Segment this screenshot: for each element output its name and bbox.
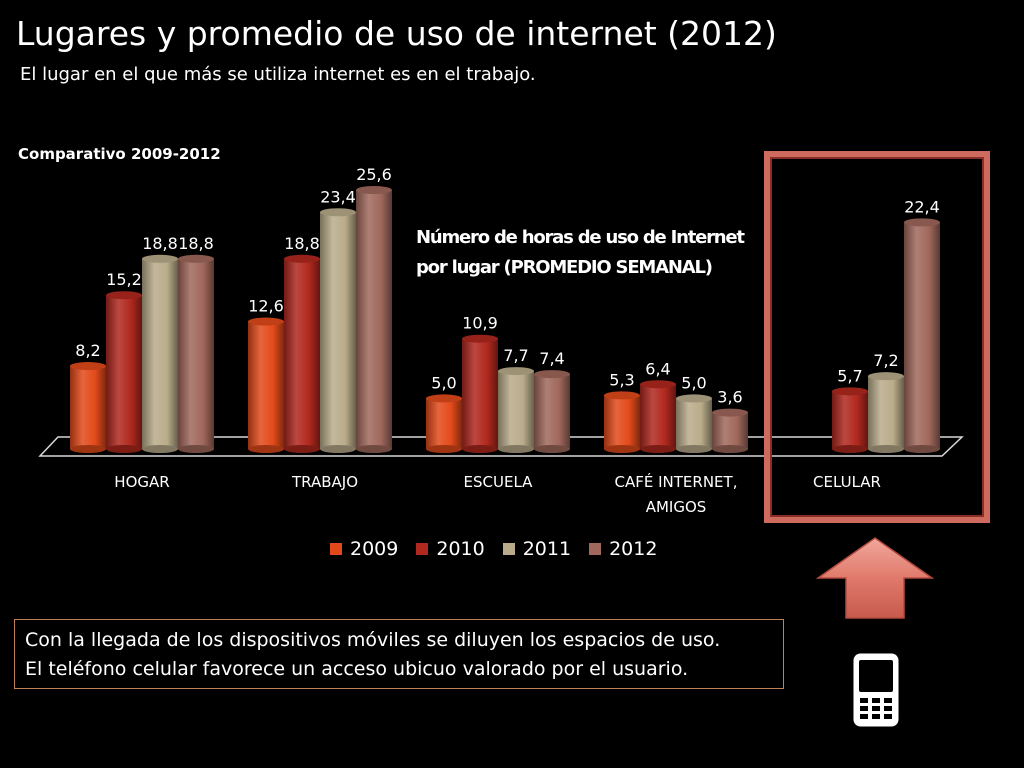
note-line-1: Con la llegada de los dispositivos móvil… (25, 629, 721, 651)
legend-item-2011: 2011 (502, 538, 572, 560)
legend-label-2009: 2009 (350, 538, 399, 560)
category-label-3-0: CAFÉ INTERNET, (615, 472, 738, 491)
legend-swatch-2009 (330, 543, 342, 555)
comparison-label: Comparativo 2009-2012 (18, 145, 221, 163)
bar-2010-hogar (106, 291, 142, 453)
chart-inner-title-line1: Número de horas de uso de Internet (416, 227, 745, 248)
legend-label-2011: 2011 (522, 538, 572, 560)
chart-inner-title-line2: por lugar (PROMEDIO SEMANAL) (416, 257, 713, 278)
data-label-2010-4: 5,7 (837, 366, 862, 385)
legend-swatch-2010 (416, 543, 429, 555)
data-label-2009-1: 12,6 (248, 297, 284, 316)
legend-swatch-2012 (589, 543, 602, 555)
note-box: Con la llegada de los dispositivos móvil… (14, 619, 784, 689)
data-label-2011-4: 7,2 (873, 351, 898, 370)
bar-2011-caf-internet-amigos (676, 394, 712, 453)
bar-2009-caf-internet-amigos (604, 391, 640, 453)
bar-2011-hogar (142, 254, 178, 453)
legend-label-2012: 2012 (609, 538, 658, 560)
mobile-phone-icon (853, 653, 899, 727)
data-label-2009-3: 5,3 (609, 370, 634, 389)
note-line-2: El teléfono celular favorece un acceso u… (25, 658, 689, 680)
data-label-2010-3: 6,4 (645, 359, 670, 378)
up-arrow-icon (816, 537, 934, 619)
data-label-2011-3: 5,0 (681, 373, 706, 392)
legend-item-2010: 2010 (416, 538, 485, 560)
data-label-2010-0: 15,2 (106, 270, 142, 289)
bar-2012-hogar (178, 254, 214, 453)
bar-2012-celular (904, 218, 940, 453)
bar-2009-hogar (70, 362, 106, 453)
bar-2010-escuela (462, 334, 498, 453)
bar-2012-trabajo (356, 186, 392, 453)
bar-2011-escuela (498, 367, 534, 453)
bar-2012-escuela (534, 370, 570, 453)
slide-title: Lugares y promedio de uso de internet (2… (16, 14, 777, 53)
legend-swatch-2011 (502, 543, 515, 555)
bar-2011-celular (868, 372, 904, 453)
data-label-2011-2: 7,7 (503, 346, 528, 365)
chart-inner-title: Número de horas de uso de Internet por l… (416, 223, 745, 283)
category-label-3-1: AMIGOS (646, 498, 707, 516)
data-label-2011-1: 23,4 (320, 187, 356, 206)
legend-item-2009: 2009 (330, 538, 398, 560)
category-label-0-0: HOGAR (114, 473, 169, 491)
data-label-2012-0: 18,8 (178, 234, 214, 253)
category-label-2-0: ESCUELA (464, 473, 534, 491)
data-label-2009-2: 5,0 (431, 373, 456, 392)
data-label-2009-0: 8,2 (75, 341, 100, 360)
legend-item-2012: 2012 (589, 538, 657, 560)
celular-highlight-frame (764, 151, 990, 523)
slide-subtitle: El lugar en el que más se utiliza intern… (20, 64, 536, 85)
bar-2011-trabajo (320, 208, 356, 453)
bar-2010-trabajo (284, 254, 320, 453)
category-label-4-0: CELULAR (813, 473, 881, 491)
data-label-2010-1: 18,8 (284, 234, 320, 253)
data-label-2012-3: 3,6 (717, 388, 742, 407)
bar-2010-celular (832, 387, 868, 453)
bar-2009-trabajo (248, 317, 284, 453)
chart-legend: 2009 2010 2011 2012 (330, 538, 657, 560)
data-label-2010-2: 10,9 (462, 314, 498, 333)
bar-2012-caf-internet-amigos (712, 408, 748, 453)
data-label-2012-2: 7,4 (539, 349, 564, 368)
data-label-2011-0: 18,8 (142, 234, 178, 253)
category-label-1-0: TRABAJO (291, 473, 358, 491)
data-label-2012-1: 25,6 (356, 165, 392, 184)
data-label-2012-4: 22,4 (904, 197, 940, 216)
legend-label-2010: 2010 (436, 538, 485, 560)
bar-2009-escuela (426, 394, 462, 453)
bar-2010-caf-internet-amigos (640, 380, 676, 453)
